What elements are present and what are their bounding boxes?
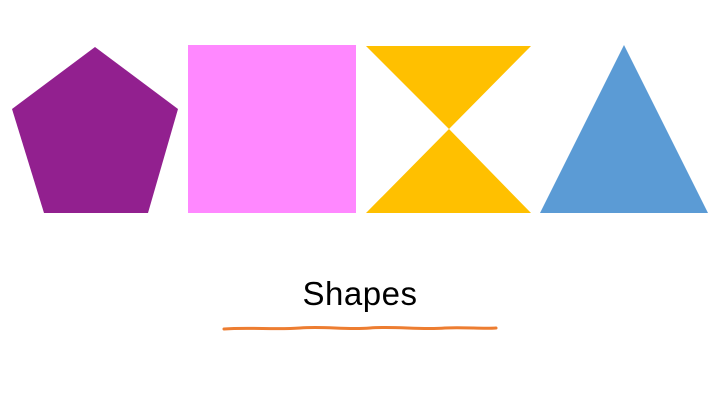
- triangle-shape: [540, 45, 708, 213]
- square-shape: [188, 45, 356, 213]
- slide-title: Shapes: [302, 275, 418, 312]
- underline-stroke: [222, 325, 498, 331]
- shapes-row: [12, 45, 708, 213]
- hourglass-shape: [366, 46, 531, 213]
- title-underline: [222, 325, 498, 331]
- pentagon-shape: [12, 47, 178, 213]
